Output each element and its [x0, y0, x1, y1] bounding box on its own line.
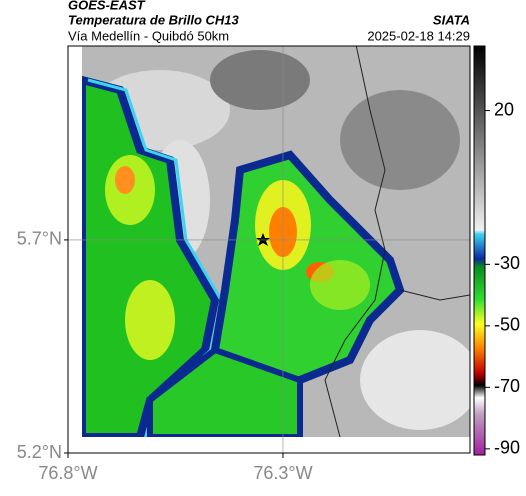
y-tick-label: 5.2°N	[17, 442, 62, 462]
x-tick-label: 76.8°W	[38, 463, 97, 483]
title: Temperatura de Brillo CH13	[68, 12, 240, 27]
colorbar	[473, 45, 486, 456]
colorbar-tick-label: -90	[494, 438, 520, 458]
source: GOES-EAST	[68, 0, 146, 12]
colorbar-tick-label: -70	[494, 376, 520, 396]
x-tick-label: 76.3°W	[253, 463, 312, 483]
y-tick-label: 5.7°N	[17, 229, 62, 249]
subtitle: Vía Medellín - Quibdó 50km	[68, 28, 229, 43]
map-frame	[67, 45, 471, 454]
imagery	[82, 46, 470, 437]
datetime: 2025-02-18 14:29	[367, 28, 470, 43]
colorbar-tick-label: -50	[494, 315, 520, 335]
brand: SIATA	[433, 12, 470, 27]
colorbar-tick-label: 20	[494, 99, 514, 119]
colorbar-tick-label: -30	[494, 253, 520, 273]
